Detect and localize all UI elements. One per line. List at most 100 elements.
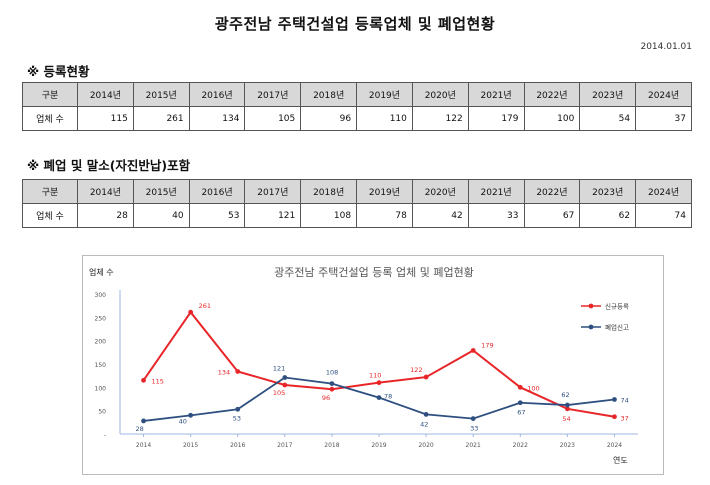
data-point	[141, 418, 146, 424]
table-header-cell: 2014년	[77, 179, 134, 204]
data-label: 78	[384, 393, 392, 401]
table-header-cell: 2015년	[132, 179, 190, 204]
table-header-cell: 2018년	[300, 179, 358, 204]
x-tick-label: 2019	[371, 442, 386, 449]
data-point	[235, 369, 241, 374]
table-cell: 78	[356, 203, 413, 228]
data-label: 42	[420, 420, 428, 428]
data-label: 54	[562, 415, 570, 423]
table-cell: 54	[579, 106, 637, 131]
table-header-cell: 2014년	[77, 82, 134, 107]
table-cell: 134	[188, 106, 246, 131]
x-axis-label: 연도	[613, 456, 628, 465]
data-point	[188, 309, 194, 315]
table-cell: 121	[244, 203, 302, 228]
data-point	[141, 377, 146, 383]
x-tick-label: 2017	[277, 442, 292, 449]
x-tick-label: 2015	[183, 442, 198, 449]
registration-table: 구분 2014년 2015년 2016년 2017년 2018년 2019년 2020년 202…	[22, 82, 692, 131]
closure-heading: ※ 폐업 및 말소(자진반납)포함	[27, 158, 191, 173]
table-header-cell: 2019년	[356, 82, 413, 107]
table-cell: 122	[411, 106, 469, 131]
data-label: 108	[326, 369, 338, 377]
table-header-cell: 2018년	[300, 82, 358, 107]
table-cell: 33	[467, 203, 525, 228]
y-tick-label: 100	[95, 385, 107, 392]
table-cell: 108	[300, 203, 358, 228]
data-label: 74	[620, 396, 628, 404]
data-label: 96	[322, 394, 330, 402]
table-header-cell: 2016년	[188, 82, 246, 107]
data-label: 122	[410, 366, 422, 374]
registration-heading: ※ 등록현황	[27, 64, 90, 79]
y-tick-label: 200	[95, 339, 107, 346]
data-point	[235, 406, 241, 412]
data-point	[376, 380, 382, 386]
legend-label-2: 폐업신고	[605, 323, 629, 332]
data-point	[612, 397, 617, 402]
report-date: 2014.01.01	[640, 42, 692, 52]
table-cell: 100	[523, 106, 581, 131]
table-header-cell: 2017년	[244, 82, 302, 107]
data-label: 33	[470, 425, 478, 433]
table-cell: 261	[132, 106, 190, 131]
page-title: 광주전남 주택건설업 등록업체 및 폐업현황	[214, 15, 496, 33]
data-point	[329, 386, 335, 392]
data-point	[564, 402, 570, 408]
series-line-1	[142, 310, 615, 418]
data-point	[376, 395, 382, 400]
chart-svg: 광주전남 주택건설업 등록 업체 및 폐업현황 업체 수연도 - 50 100 150 20…	[89, 266, 638, 465]
data-label: 105	[273, 389, 285, 397]
data-point	[282, 382, 288, 388]
table-header-cell: 2016년	[188, 179, 246, 204]
y-tick-label: -	[104, 432, 106, 439]
x-tick-label: 2023	[560, 442, 575, 449]
table-cell: 53	[188, 203, 246, 228]
table-cell: 179	[467, 106, 525, 131]
table-row-label: 업체 수	[22, 106, 78, 131]
data-point	[188, 412, 194, 418]
data-point	[282, 375, 288, 380]
table-header-label: 구분	[22, 82, 78, 107]
table-cell: 62	[579, 203, 637, 228]
data-point	[470, 416, 476, 421]
table-header-cell: 2023년	[579, 82, 637, 107]
data-point	[612, 414, 617, 420]
table-cell: 67	[523, 203, 581, 228]
legend-marker-1	[588, 303, 594, 309]
table-cell: 96	[300, 106, 358, 131]
table-cell: 37	[635, 106, 692, 131]
data-point	[423, 374, 429, 380]
data-point	[423, 412, 429, 417]
y-tick-label: 250	[95, 315, 107, 322]
y-axis-label: 업체 수	[89, 267, 114, 277]
data-label: 37	[620, 415, 628, 423]
data-label: 28	[136, 425, 144, 433]
table-header-cell: 2022년	[523, 82, 581, 107]
table-cell: 40	[132, 203, 190, 228]
y-tick-label: 300	[95, 292, 107, 299]
x-tick-label: 2014	[136, 442, 151, 449]
table-cell: 28	[77, 203, 134, 228]
table-header-cell: 2022년	[523, 179, 581, 204]
table-cell: 115	[77, 106, 134, 131]
table-cell: 110	[356, 106, 413, 131]
data-label: 110	[369, 372, 381, 380]
table-header-cell: 2017년	[244, 179, 302, 204]
table-header-cell: 2024년	[635, 179, 692, 204]
table-header-cell: 2021년	[467, 82, 525, 107]
table-cell: 74	[635, 203, 692, 228]
x-tick-label: 2024	[607, 442, 622, 449]
legend-label-1: 신규등록	[605, 302, 629, 311]
table-cell: 105	[244, 106, 302, 131]
data-label: 134	[218, 368, 230, 376]
data-point	[329, 381, 335, 386]
x-tick-label: 2020	[418, 442, 433, 449]
table-row-label: 업체 수	[22, 203, 78, 228]
table-header-cell: 2020년	[411, 179, 469, 204]
y-tick-label: 50	[98, 409, 106, 416]
closure-table: 구분 2014년 2015년 2016년 2017년 2018년 2019년 2020년 202…	[22, 179, 692, 228]
data-label: 121	[273, 365, 285, 373]
table-header-cell: 2019년	[356, 179, 413, 204]
data-label: 62	[561, 391, 569, 399]
